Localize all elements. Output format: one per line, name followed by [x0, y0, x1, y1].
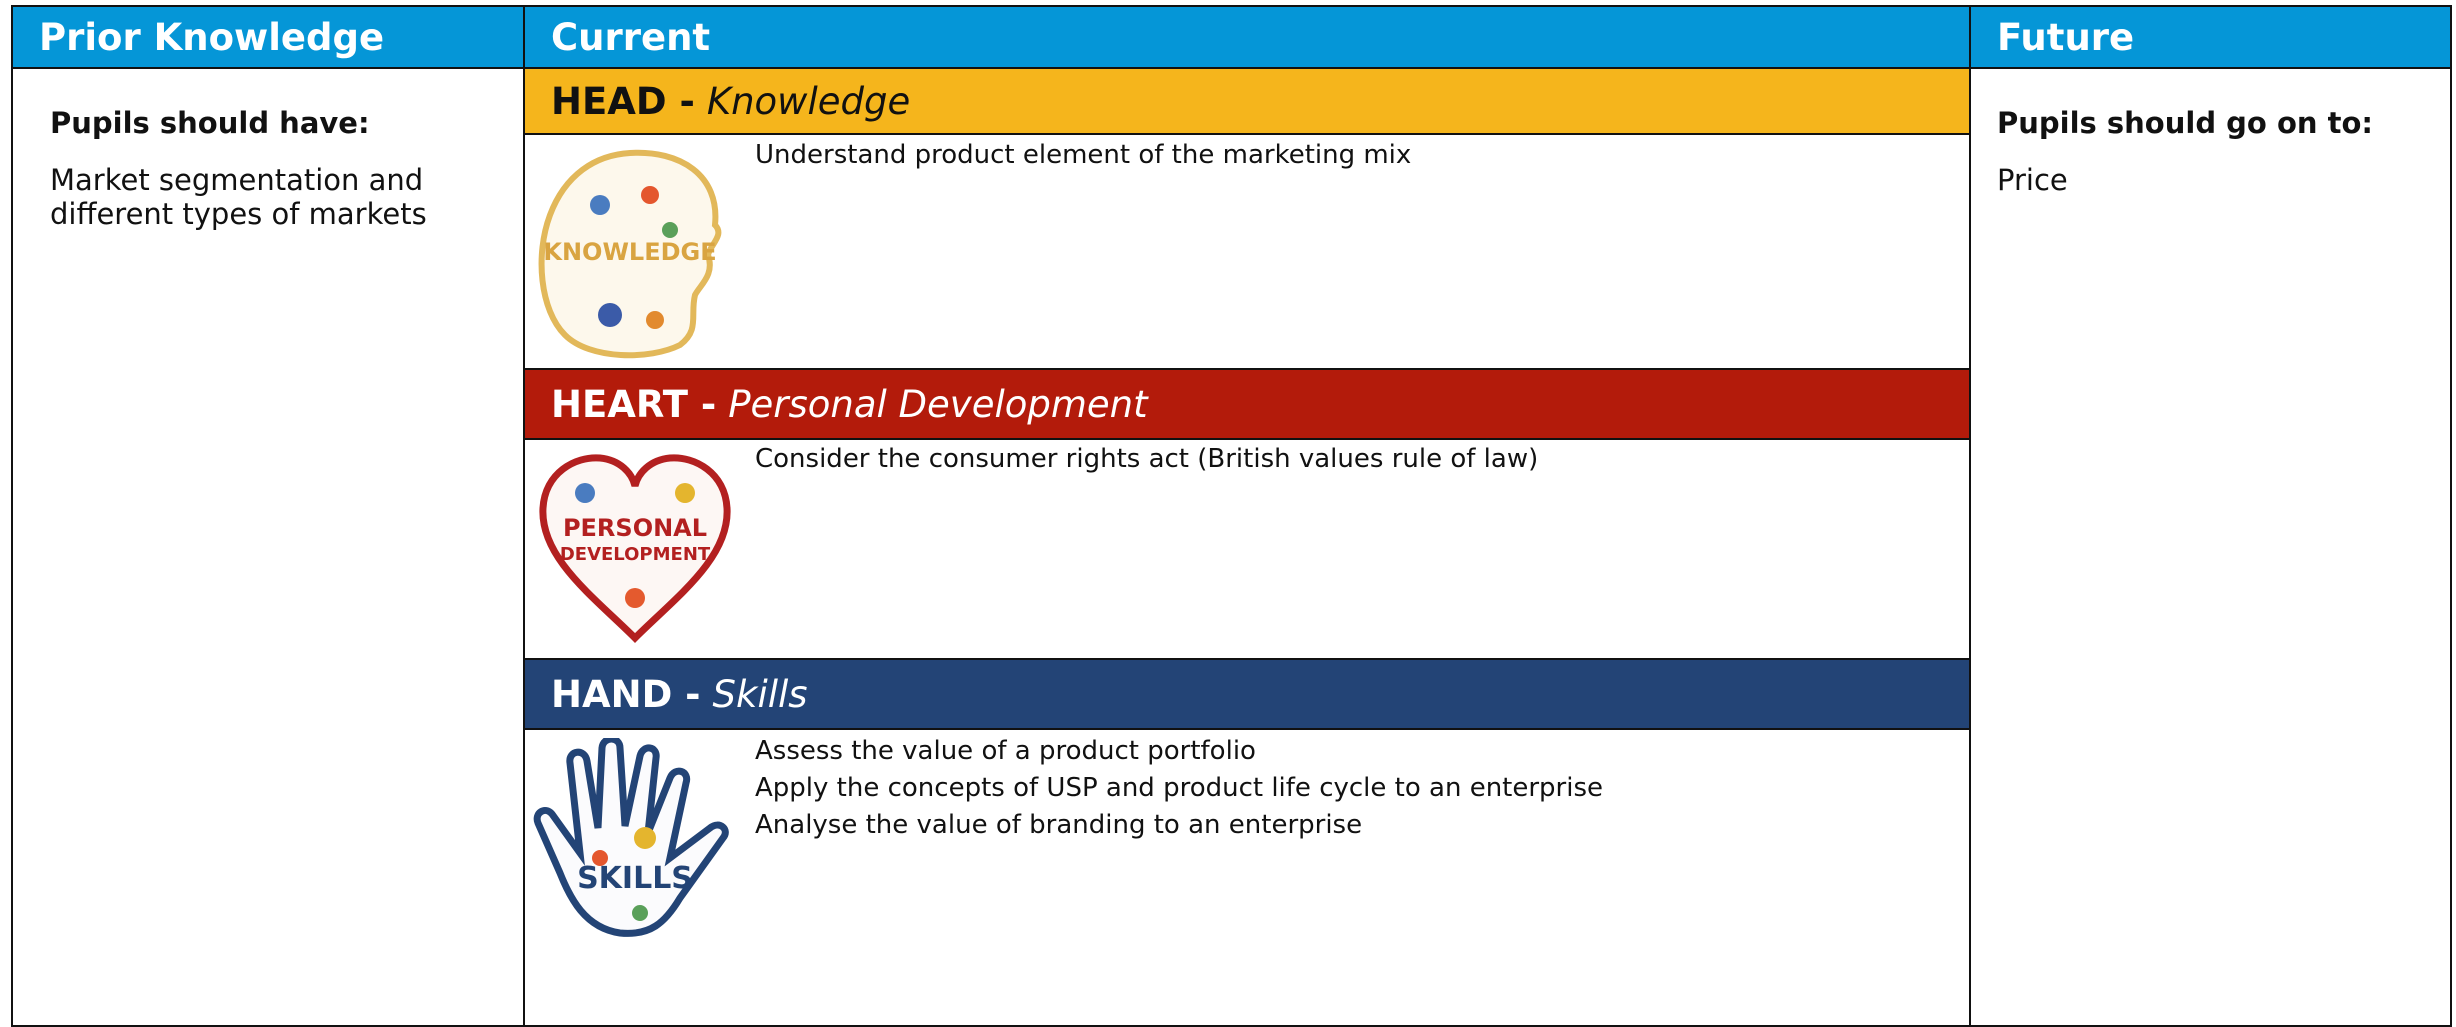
icon-label: DEVELOPMENT: [560, 544, 711, 565]
hand-bar: HAND - Skills: [523, 658, 1971, 730]
item: Analyse the value of branding to an ente…: [755, 810, 1363, 840]
item: Assess the value of a product portfolio: [755, 736, 1256, 766]
knowledge-icon: KNOWLEDGE: [538, 149, 722, 359]
section-title: HAND -: [551, 673, 701, 716]
item: Apply the concepts of USP and product li…: [755, 773, 1604, 803]
section-title: HEAD -: [551, 80, 695, 123]
prior-item: Market segmentation and different types …: [50, 163, 427, 231]
prior-subheading: Pupils should have:: [50, 106, 370, 140]
section-subtitle: Personal Development: [728, 383, 1148, 426]
section-items: Understand product element of the market…: [755, 137, 1411, 174]
future-header: Future: [1969, 5, 2452, 69]
section-items: Consider the consumer rights act (Britis…: [755, 441, 1538, 478]
heart-icon: PERSONAL DEVELOPMENT: [539, 454, 731, 643]
hand-icon: SKILLS: [533, 738, 729, 937]
section-title: HEART -: [551, 383, 717, 426]
heart-bar: HEART - Personal Development: [523, 368, 1971, 440]
future-column: [1969, 67, 2452, 1027]
current-header: Current: [523, 5, 1971, 69]
item: Understand product element of the market…: [755, 140, 1412, 170]
icon-label: SKILLS: [577, 861, 693, 896]
item: Consider the consumer rights act (Britis…: [755, 444, 1539, 474]
future-item: Price: [1997, 163, 2068, 197]
section-subtitle: Knowledge: [706, 80, 911, 123]
section-items: Assess the value of a product portfolio …: [755, 733, 1603, 844]
current-column: [523, 67, 1971, 1027]
section-subtitle: Skills: [712, 673, 808, 716]
prior-header: Prior Knowledge: [11, 5, 525, 69]
icon-label: KNOWLEDGE: [543, 238, 716, 266]
icon-label: PERSONAL: [563, 514, 707, 542]
future-subheading: Pupils should go on to:: [1997, 106, 2373, 140]
head-bar: HEAD - Knowledge: [523, 67, 1971, 135]
